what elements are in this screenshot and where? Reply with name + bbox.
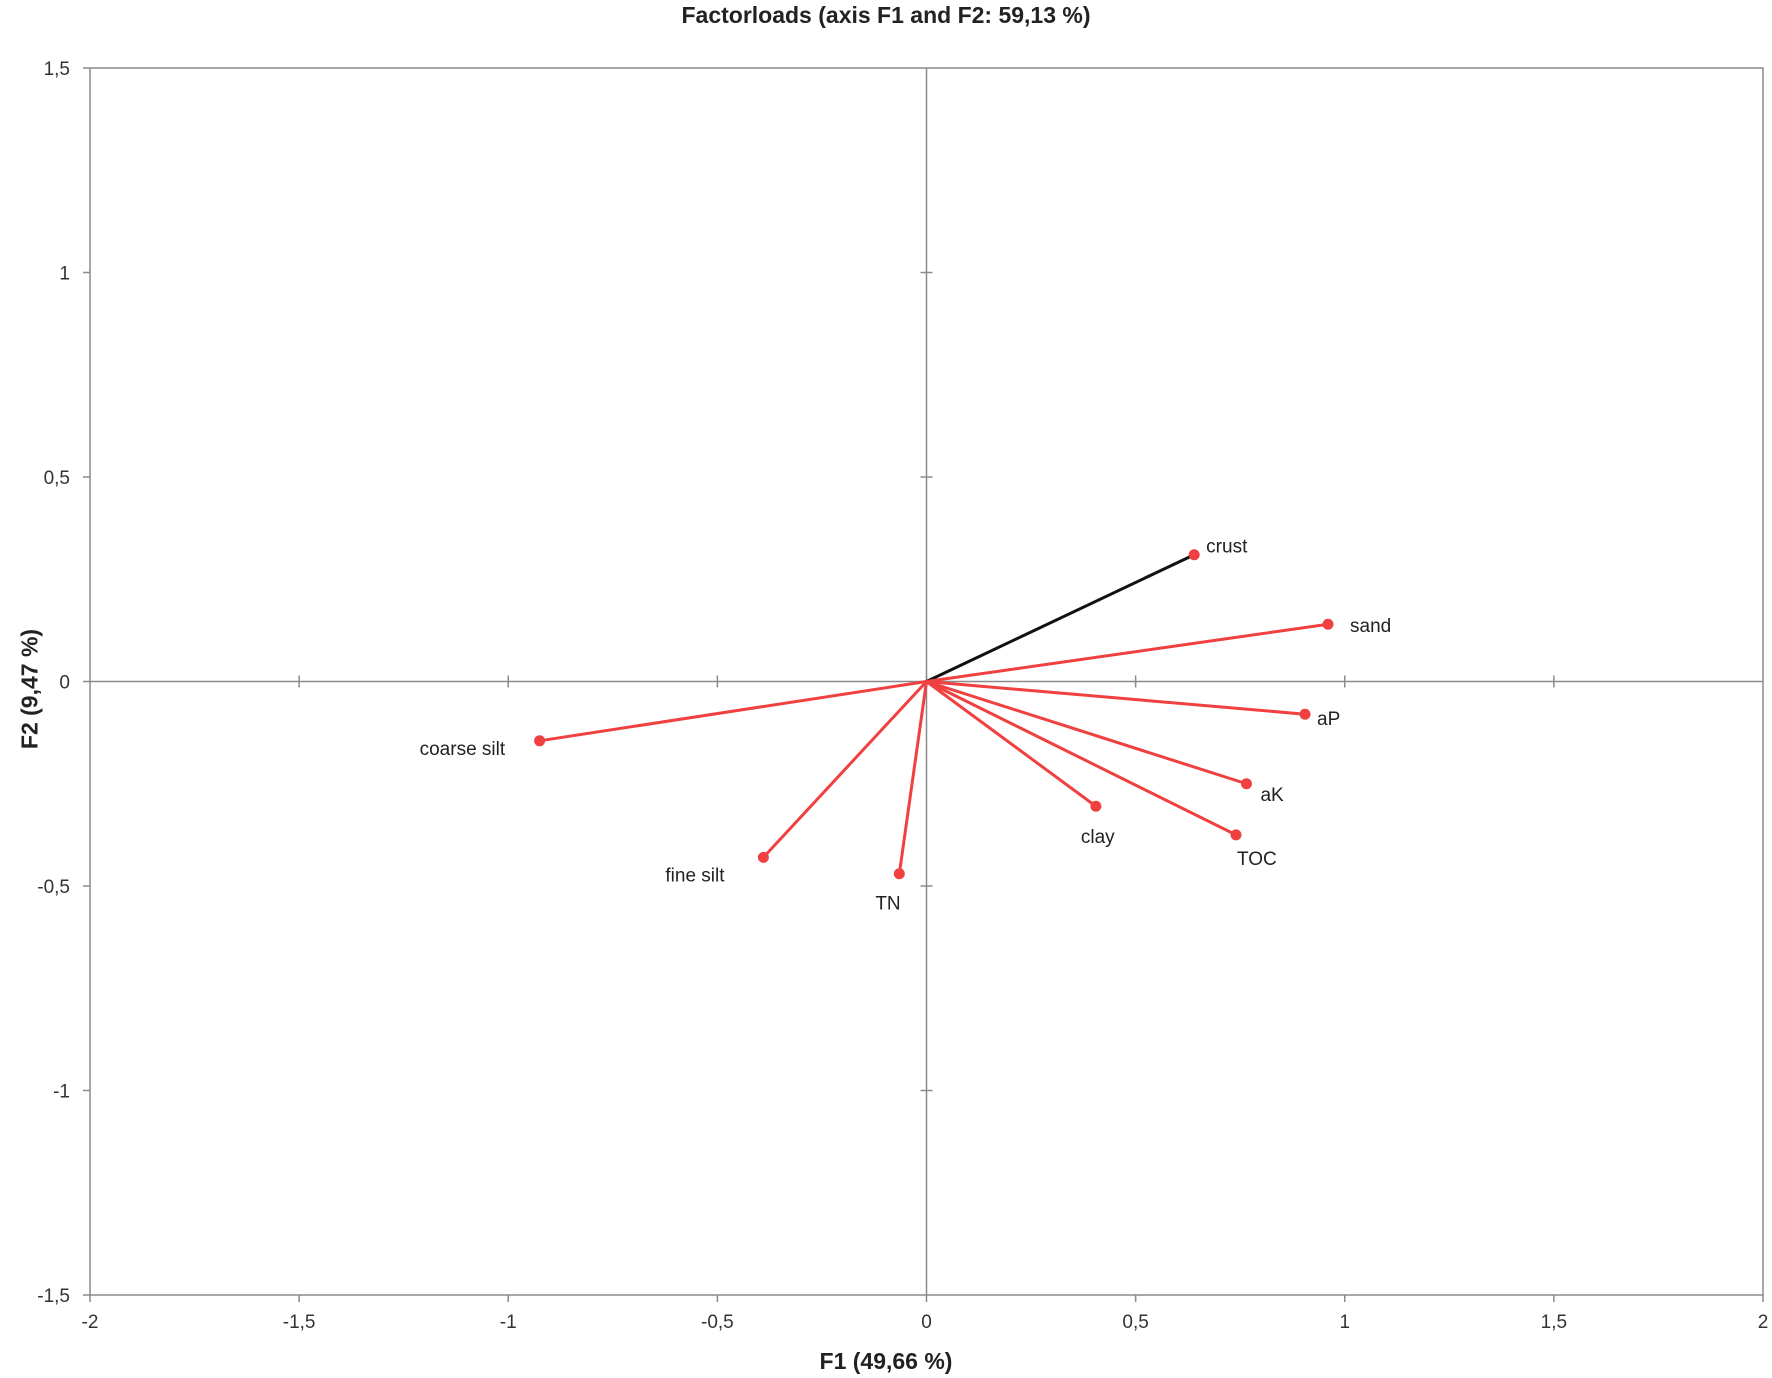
point-label: aP: [1317, 709, 1340, 730]
loading-point: [1299, 708, 1311, 720]
point-label: crust: [1206, 537, 1248, 558]
point-label: sand: [1350, 616, 1391, 637]
loading-vector: [925, 553, 1195, 683]
loading-point: [1322, 618, 1334, 630]
x-tick-label: 2: [1758, 1312, 1769, 1333]
point-label: TN: [875, 894, 900, 915]
point-label: fine silt: [665, 865, 725, 886]
loading-vector: [762, 680, 928, 859]
loading-vector: [897, 681, 928, 874]
loading-point: [893, 868, 905, 880]
x-tick-label: -1,5: [283, 1312, 316, 1333]
x-tick-label: 0: [921, 1312, 932, 1333]
loading-point: [757, 851, 769, 863]
loading-vector: [926, 622, 1329, 683]
y-tick-label: 0: [59, 673, 70, 694]
y-tick-label: -1,5: [37, 1286, 70, 1307]
loading-vector: [925, 680, 1097, 808]
x-tick-label: 1,5: [1541, 1312, 1567, 1333]
y-tick-label: -1: [53, 1082, 70, 1103]
loading-point: [1090, 800, 1102, 812]
loading-vector: [925, 680, 1237, 837]
x-tick-label: 1: [1339, 1312, 1350, 1333]
loading-vector: [926, 680, 1306, 716]
loading-point: [1188, 549, 1200, 561]
x-tick-label: -0,5: [701, 1312, 734, 1333]
point-label: aK: [1260, 785, 1284, 806]
point-label: coarse silt: [420, 739, 506, 760]
loading-point: [1230, 829, 1242, 841]
point-label: clay: [1081, 827, 1115, 848]
y-tick-label: -0,5: [37, 877, 70, 898]
loading-vector: [539, 680, 927, 743]
loading-point: [534, 735, 546, 747]
x-tick-label: -2: [82, 1312, 99, 1333]
loading-vector: [926, 680, 1247, 786]
y-tick-label: 1: [59, 264, 70, 285]
x-axis-label: F1 (49,66 %): [819, 1348, 953, 1374]
y-tick-label: 1,5: [44, 59, 70, 80]
x-tick-label: -1: [500, 1312, 517, 1333]
loading-point: [1240, 778, 1252, 790]
chart-title: Factorloads (axis F1 and F2: 59,13 %): [681, 2, 1091, 28]
point-label: TOC: [1237, 849, 1277, 870]
x-tick-label: 0,5: [1122, 1312, 1148, 1333]
y-tick-label: 0,5: [44, 468, 70, 489]
